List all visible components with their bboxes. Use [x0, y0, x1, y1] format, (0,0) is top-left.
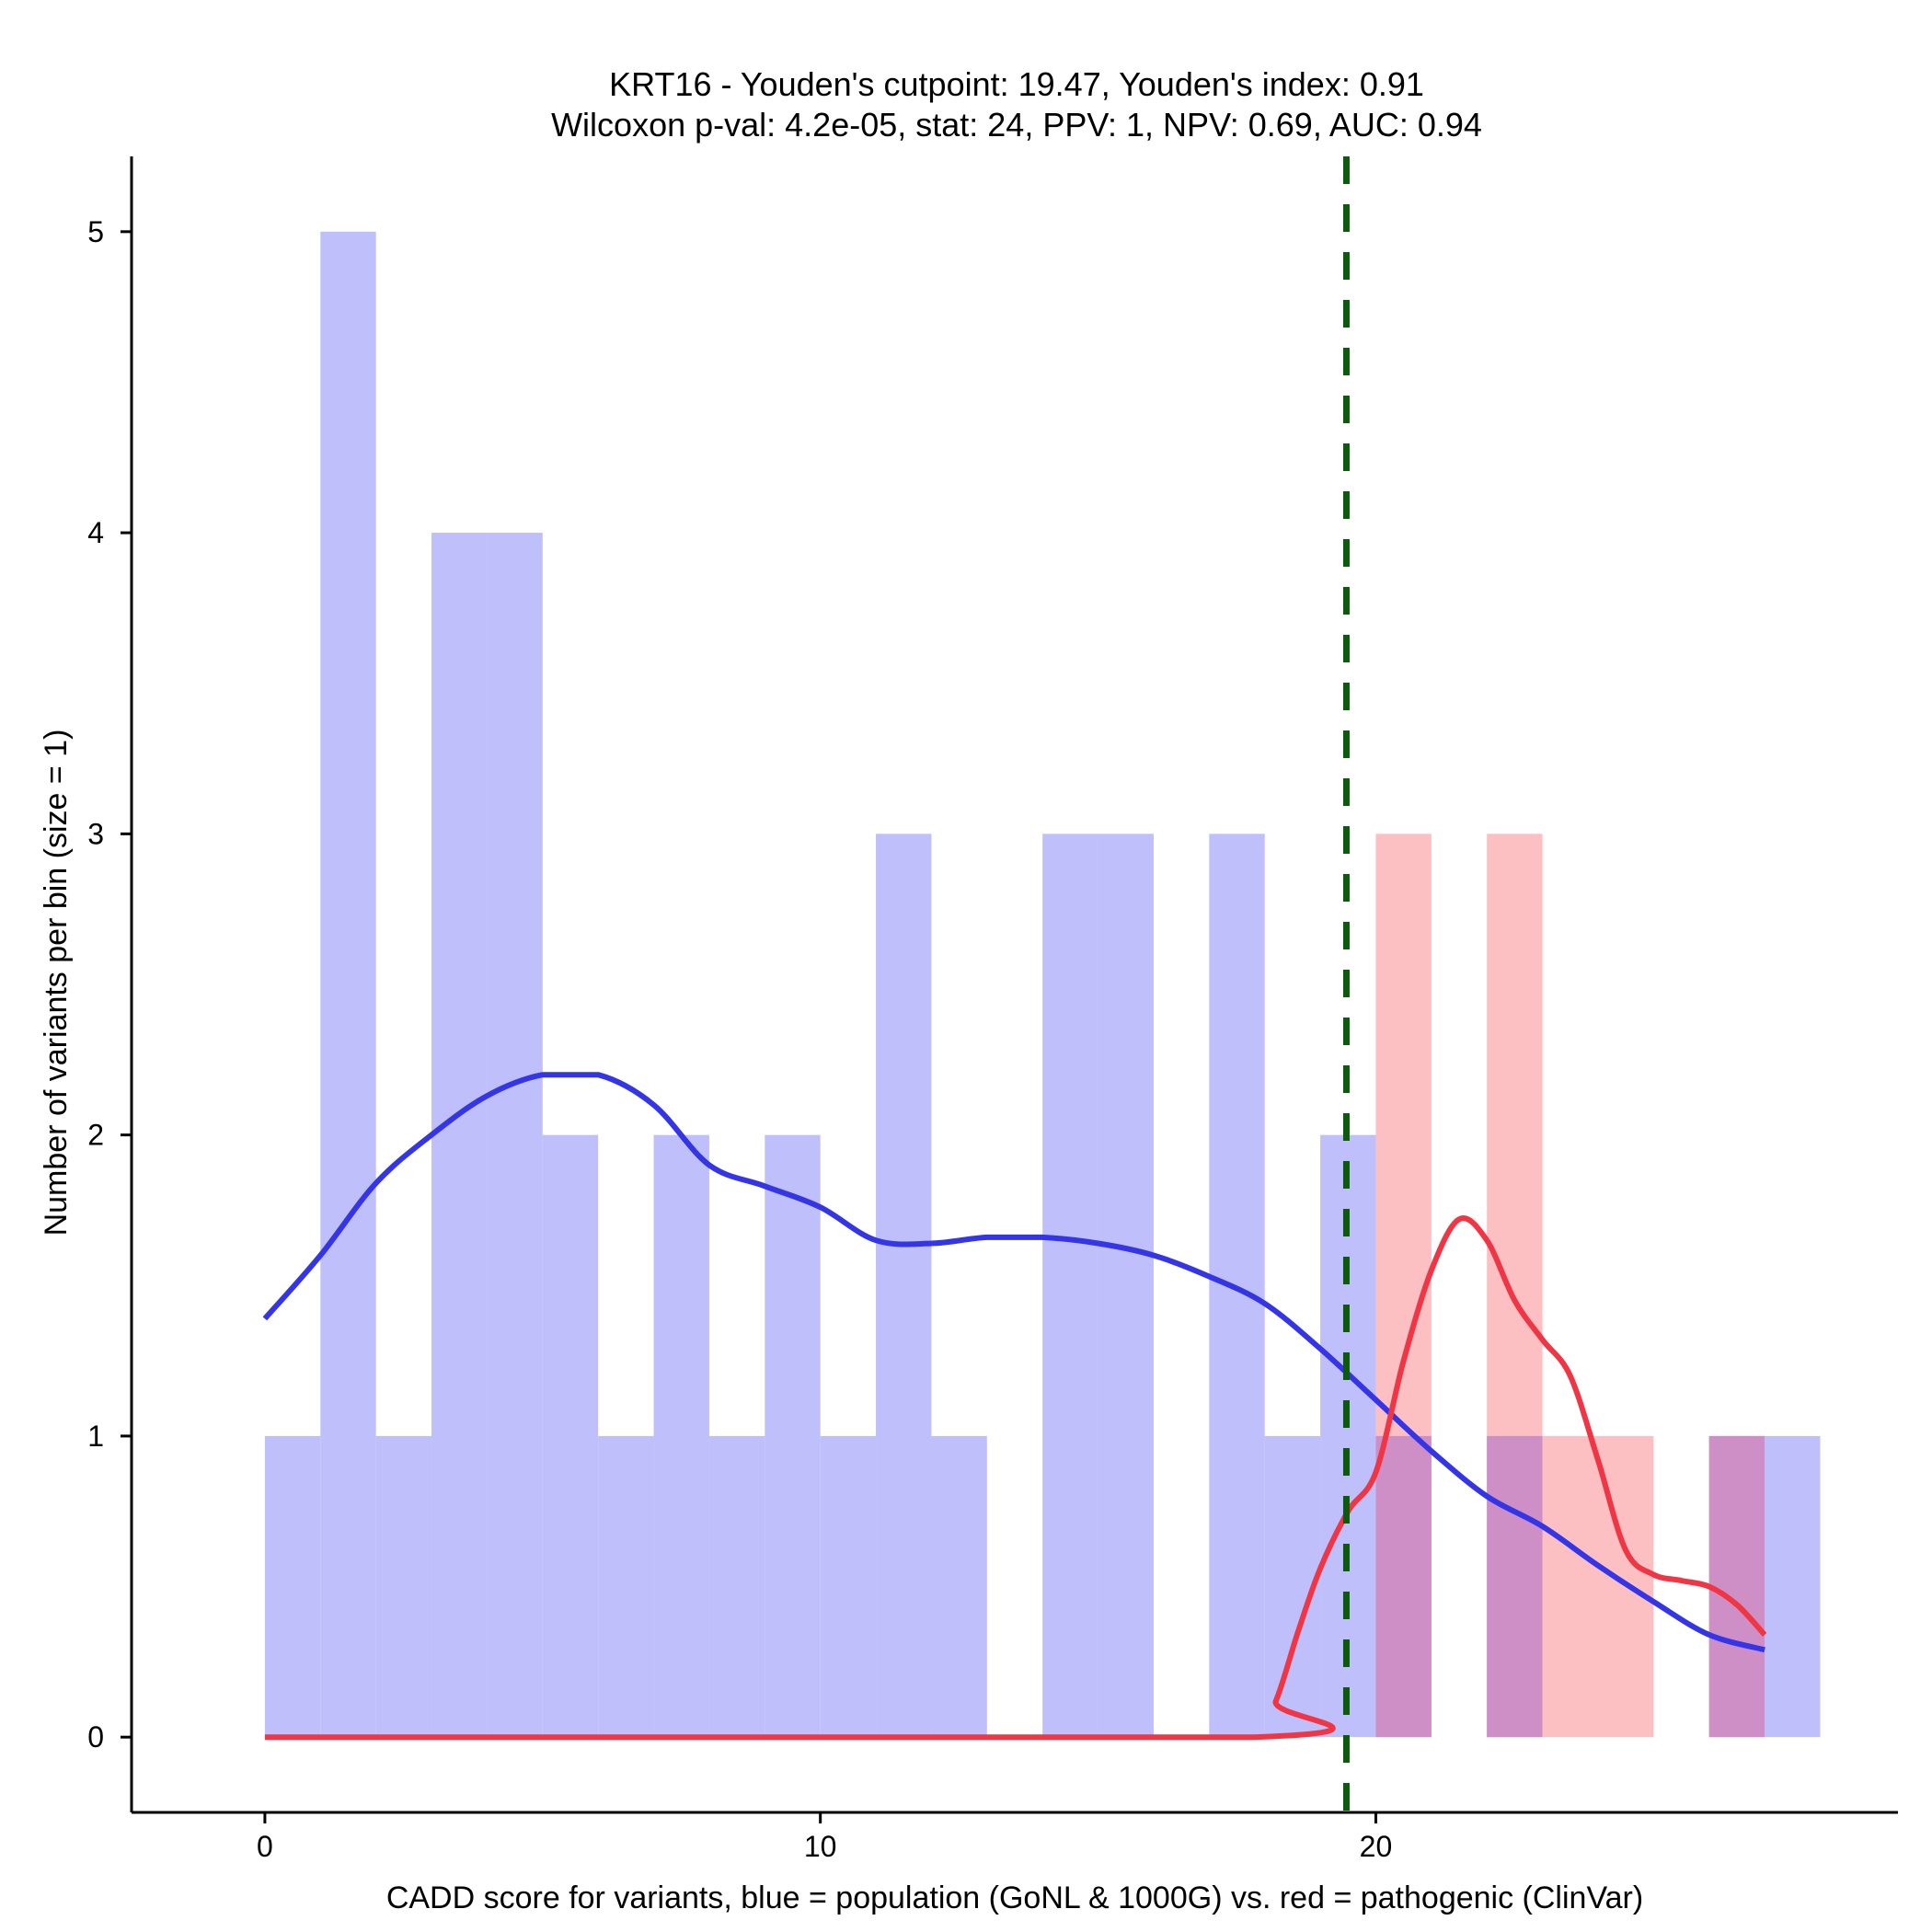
population-bar-14 — [1098, 834, 1154, 1738]
y-tick-label-5: 5 — [87, 215, 104, 248]
axis-ticks: 0 10 20 0 1 2 3 4 5 — [87, 215, 1392, 1863]
population-bar-12 — [931, 1435, 987, 1738]
overlap-bar-1 — [1487, 1435, 1543, 1738]
population-bar-15 — [1209, 834, 1265, 1738]
population-bar-8 — [708, 1435, 765, 1738]
population-bar-6 — [598, 1435, 654, 1738]
population-bar-5 — [542, 1134, 599, 1738]
overlap-bar-4 — [1708, 1435, 1765, 1738]
population-bar-10 — [820, 1435, 877, 1738]
y-tick-label-0: 0 — [87, 1720, 104, 1754]
y-tick-label-3: 3 — [87, 817, 104, 850]
population-bar-11 — [876, 834, 932, 1738]
y-axis-label: Number of variants per bin (size = 1) — [39, 730, 74, 1236]
population-bar-9 — [765, 1134, 821, 1738]
histogram-bars — [264, 231, 1821, 1738]
pathogenic-density-line — [264, 1215, 1767, 1741]
population-density-line — [262, 1072, 1765, 1653]
population-bar-21 — [1765, 1435, 1821, 1738]
chart-title: KRT16 - Youden's cutpoint: 19.47, Youden… — [609, 65, 1424, 103]
overlap-bar-0 — [1375, 1435, 1432, 1738]
pathogenic-bar-2 — [1542, 1435, 1598, 1738]
y-tick-label-4: 4 — [87, 516, 104, 549]
population-bar-3 — [431, 533, 488, 1738]
population-bar-4 — [487, 533, 543, 1738]
x-tick-label-2: 20 — [1360, 1830, 1393, 1863]
population-bar-2 — [375, 1435, 432, 1738]
population-bar-1 — [320, 231, 376, 1738]
population-bar-0 — [264, 1435, 321, 1738]
y-tick-label-2: 2 — [87, 1119, 104, 1152]
x-tick-label-1: 10 — [804, 1830, 837, 1863]
chart-subtitle: Wilcoxon p-val: 4.2e-05, stat: 24, PPV: … — [551, 106, 1482, 144]
y-tick-label-1: 1 — [87, 1420, 104, 1453]
population-bar-7 — [653, 1134, 709, 1738]
x-axis-label: CADD score for variants, blue = populati… — [386, 1880, 1643, 1915]
density-curves — [262, 156, 1767, 1812]
x-tick-label-0: 0 — [257, 1830, 273, 1863]
population-bar-13 — [1042, 834, 1098, 1738]
